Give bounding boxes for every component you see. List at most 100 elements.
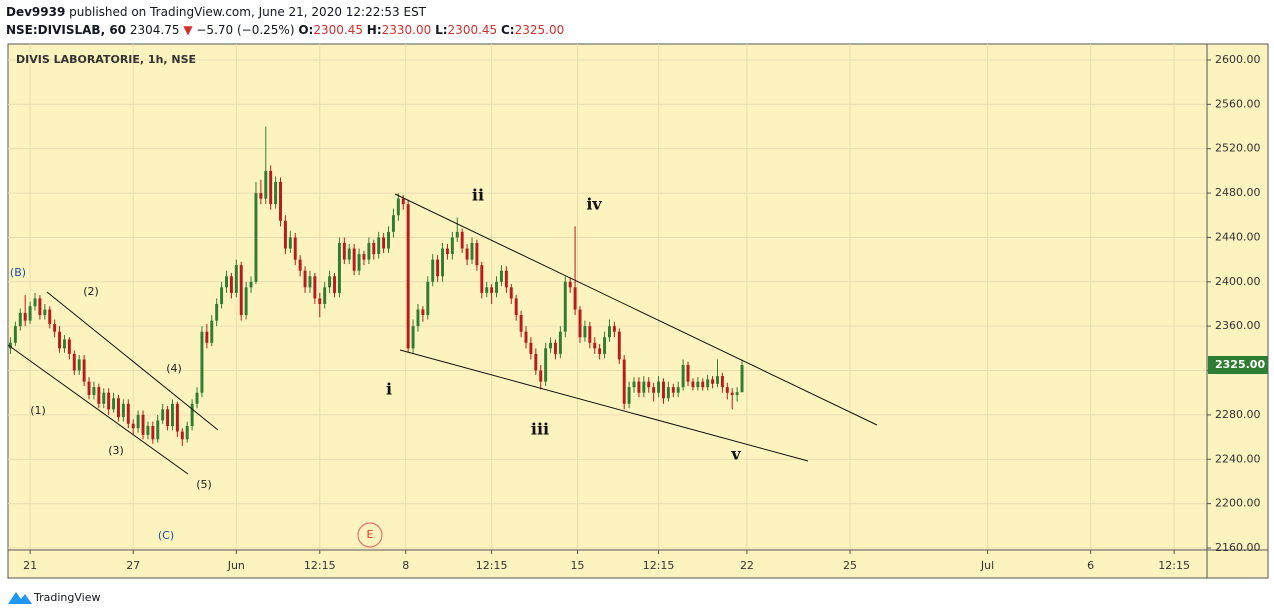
event-label[interactable]: E (367, 528, 374, 541)
x-tick-label: 6 (1087, 559, 1094, 572)
candle-body (225, 276, 228, 288)
candle-body (632, 381, 636, 388)
candle-body (234, 265, 238, 293)
candle-body (23, 312, 27, 321)
candle-body (136, 414, 140, 429)
candle-body (8, 342, 12, 349)
candle-body (382, 237, 386, 249)
candle-body (441, 248, 444, 277)
x-tick-label: 25 (843, 559, 857, 572)
candle-body (720, 376, 724, 388)
candle-body (495, 281, 499, 293)
x-tick-label: 12:15 (643, 559, 675, 572)
x-tick-label: 12:15 (476, 559, 508, 572)
candle-body (391, 215, 395, 232)
c-label: C: (501, 23, 515, 37)
candle-body (475, 242, 479, 266)
candle-body (274, 181, 278, 205)
candle-body (509, 287, 513, 299)
candle-body (72, 353, 76, 371)
candle-body (190, 403, 194, 426)
candle-body (499, 270, 503, 282)
wave-label: iii (531, 420, 549, 439)
last-price-box (1208, 355, 1268, 374)
candle-body (691, 381, 695, 388)
candle-body (544, 348, 548, 382)
candle-body (578, 309, 582, 338)
candle-body (652, 387, 656, 393)
x-tick-label: 21 (23, 559, 37, 572)
candle-body (33, 298, 37, 307)
candle-body (716, 376, 719, 384)
x-tick-label: 22 (740, 559, 754, 572)
h-value: 2330.00 (382, 23, 432, 37)
y-tick-label: 2440.00 (1215, 230, 1261, 243)
event-marker[interactable] (357, 522, 383, 548)
candle-body (352, 248, 356, 271)
wave-label: (1) (30, 404, 46, 417)
candle-body (38, 298, 42, 316)
candle-body (200, 331, 204, 393)
candle-body (740, 364, 744, 393)
candle-body (342, 242, 346, 260)
candle-body (303, 270, 307, 288)
y-tick-label: 2280.00 (1215, 408, 1261, 421)
change: −5.70 (−0.25%) (196, 23, 294, 37)
candle-body (573, 287, 577, 310)
candle-body (563, 281, 567, 332)
x-tick-label: 27 (126, 559, 140, 572)
candle-body (166, 409, 170, 426)
candle-body (347, 248, 351, 260)
candle-body (445, 248, 449, 255)
candle-body (293, 237, 297, 260)
candle-body (288, 237, 292, 249)
candle-body (568, 281, 572, 288)
candle-body (337, 242, 341, 293)
candle-body (529, 342, 533, 354)
wave-label: v (730, 445, 741, 464)
candle-body (396, 198, 400, 216)
candle-body (627, 387, 631, 404)
candle-body (244, 287, 248, 316)
candle-body (701, 381, 705, 388)
arrow: ▼ (183, 23, 193, 37)
candle-body (175, 403, 179, 432)
candle-body (436, 259, 440, 277)
candle-body (357, 254, 361, 271)
wave-label: (4) (166, 362, 182, 375)
x-tick-label: 12:15 (1158, 559, 1190, 572)
candle-body (117, 398, 120, 418)
h-label: H: (367, 23, 382, 37)
candle-body (126, 403, 130, 424)
x-tick-label: 12:15 (304, 559, 336, 572)
candle-body (583, 326, 587, 338)
trend-line (7, 344, 189, 475)
candle-body (298, 259, 302, 271)
candle-body (161, 409, 165, 421)
chart-title: DIVIS LABORATORIE, 1h, NSE (16, 53, 196, 66)
candle-body (58, 331, 62, 349)
candle-body (450, 237, 454, 255)
candle-body (141, 414, 145, 435)
candle-body (82, 359, 86, 382)
last-price-label: 2325.00 (1215, 358, 1265, 371)
candle-body (87, 381, 91, 395)
candle-body (171, 403, 174, 426)
wave-label: (C) (158, 529, 174, 542)
candle-body (249, 281, 253, 288)
candle-body (480, 265, 484, 293)
candle-body (470, 242, 474, 260)
candle-body (730, 392, 734, 395)
candle-body (593, 342, 597, 349)
y-tick-label: 2240.00 (1215, 452, 1261, 465)
candle-body (328, 276, 332, 288)
candle-body (598, 348, 602, 354)
candle-body (13, 326, 17, 343)
c-value: 2325.00 (515, 23, 565, 37)
candle-body (43, 309, 47, 316)
footer-logo: TradingView (8, 591, 100, 604)
candle-body (67, 339, 71, 354)
x-tick-label: 15 (571, 559, 585, 572)
axes: 2160.002200.002240.002280.002320.002360.… (23, 53, 1268, 572)
candle-body (264, 170, 268, 199)
